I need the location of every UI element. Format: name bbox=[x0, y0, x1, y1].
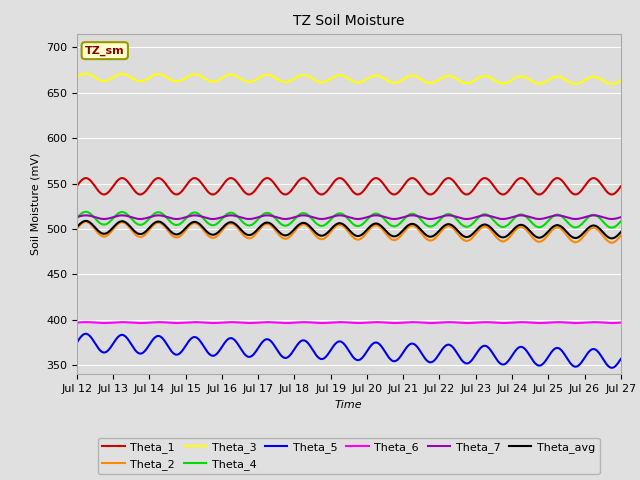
Theta_6 bbox=[449, 319, 456, 325]
Theta_1 bbox=[194, 176, 202, 182]
Y-axis label: Soil Moisture (mV): Soil Moisture (mV) bbox=[30, 153, 40, 255]
Title: TZ Soil Moisture: TZ Soil Moisture bbox=[293, 14, 404, 28]
Line: Theta_2: Theta_2 bbox=[77, 222, 621, 243]
Theta_7 bbox=[194, 213, 202, 218]
Line: Theta_5: Theta_5 bbox=[77, 334, 621, 368]
Theta_6 bbox=[194, 319, 202, 325]
Theta_6 bbox=[217, 320, 225, 325]
Theta_4 bbox=[73, 215, 81, 221]
Theta_1 bbox=[73, 183, 81, 189]
Theta_4 bbox=[193, 210, 201, 216]
Theta_5 bbox=[448, 343, 456, 349]
Theta_5 bbox=[193, 335, 201, 341]
Theta_avg bbox=[216, 227, 224, 233]
Theta_2 bbox=[448, 224, 456, 230]
Theta_avg bbox=[568, 234, 575, 240]
Line: Theta_4: Theta_4 bbox=[77, 212, 621, 228]
Theta_3 bbox=[73, 74, 81, 80]
Theta_7 bbox=[395, 216, 403, 221]
Theta_6 bbox=[617, 320, 625, 325]
Text: TZ_sm: TZ_sm bbox=[85, 46, 125, 56]
Theta_6 bbox=[82, 319, 90, 325]
Theta_6 bbox=[342, 320, 349, 325]
Theta_5 bbox=[73, 340, 81, 346]
Theta_avg bbox=[193, 219, 201, 225]
Theta_5 bbox=[82, 331, 90, 336]
Line: Theta_1: Theta_1 bbox=[77, 178, 621, 194]
Theta_4 bbox=[394, 222, 402, 228]
Theta_1 bbox=[395, 189, 403, 195]
Theta_6 bbox=[568, 320, 576, 326]
Theta_1 bbox=[100, 192, 108, 197]
Theta_5 bbox=[568, 362, 575, 368]
Theta_7 bbox=[617, 214, 625, 220]
Theta_avg bbox=[73, 224, 81, 230]
Theta_5 bbox=[617, 356, 625, 362]
Theta_2 bbox=[341, 225, 349, 231]
Theta_avg bbox=[617, 229, 625, 235]
Theta_7 bbox=[568, 216, 576, 222]
Theta_3 bbox=[82, 71, 90, 76]
Theta_7 bbox=[342, 214, 349, 219]
Theta_2 bbox=[568, 238, 575, 243]
Theta_7 bbox=[100, 216, 108, 222]
X-axis label: Time: Time bbox=[335, 400, 363, 409]
Theta_2 bbox=[617, 233, 625, 239]
Theta_3 bbox=[568, 80, 575, 86]
Theta_2 bbox=[73, 226, 81, 232]
Theta_7 bbox=[82, 213, 90, 218]
Theta_3 bbox=[394, 79, 402, 85]
Theta_5 bbox=[216, 347, 224, 352]
Theta_6 bbox=[100, 320, 108, 326]
Line: Theta_3: Theta_3 bbox=[77, 73, 621, 84]
Theta_4 bbox=[82, 209, 90, 215]
Theta_2 bbox=[82, 219, 90, 225]
Legend: Theta_1, Theta_2, Theta_3, Theta_4, Theta_5, Theta_6, Theta_7, Theta_avg: Theta_1, Theta_2, Theta_3, Theta_4, Thet… bbox=[98, 438, 600, 474]
Theta_7 bbox=[449, 213, 456, 218]
Theta_4 bbox=[608, 225, 616, 230]
Theta_7 bbox=[217, 215, 225, 220]
Theta_1 bbox=[568, 191, 576, 196]
Theta_5 bbox=[394, 357, 402, 362]
Theta_1 bbox=[82, 175, 90, 181]
Theta_4 bbox=[448, 212, 456, 218]
Theta_5 bbox=[608, 365, 616, 371]
Theta_4 bbox=[341, 213, 349, 219]
Line: Theta_6: Theta_6 bbox=[77, 322, 621, 323]
Theta_3 bbox=[448, 73, 456, 79]
Theta_1 bbox=[617, 183, 625, 189]
Theta_1 bbox=[342, 180, 349, 185]
Theta_5 bbox=[341, 342, 349, 348]
Theta_4 bbox=[568, 223, 575, 229]
Theta_3 bbox=[216, 76, 224, 82]
Theta_3 bbox=[341, 74, 349, 80]
Theta_1 bbox=[449, 177, 456, 183]
Theta_avg bbox=[341, 223, 349, 228]
Theta_avg bbox=[608, 236, 616, 241]
Theta_avg bbox=[448, 222, 456, 228]
Theta_3 bbox=[193, 72, 201, 77]
Theta_6 bbox=[395, 320, 403, 326]
Theta_1 bbox=[217, 184, 225, 190]
Theta_2 bbox=[608, 240, 616, 246]
Theta_2 bbox=[216, 230, 224, 236]
Line: Theta_7: Theta_7 bbox=[77, 216, 621, 219]
Theta_3 bbox=[608, 81, 616, 87]
Theta_6 bbox=[73, 320, 81, 325]
Theta_3 bbox=[617, 78, 625, 84]
Theta_4 bbox=[617, 218, 625, 224]
Theta_2 bbox=[193, 221, 201, 227]
Theta_7 bbox=[73, 214, 81, 220]
Theta_2 bbox=[394, 236, 402, 241]
Theta_4 bbox=[216, 218, 224, 224]
Theta_avg bbox=[82, 218, 90, 224]
Line: Theta_avg: Theta_avg bbox=[77, 221, 621, 239]
Theta_avg bbox=[394, 232, 402, 238]
